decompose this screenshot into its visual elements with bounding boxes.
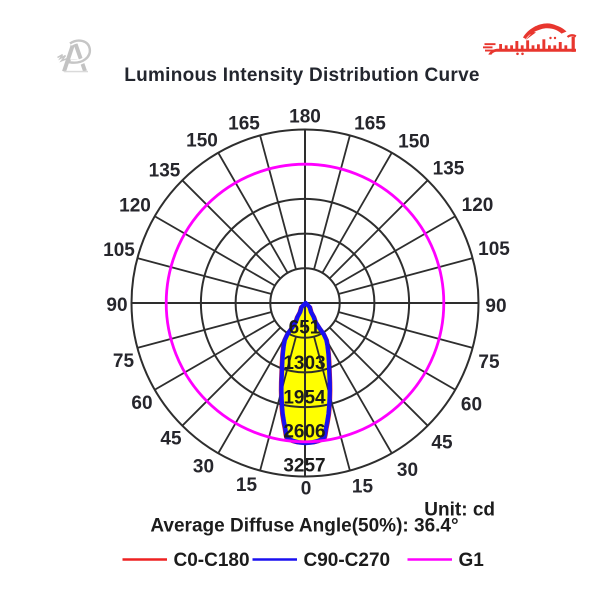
svg-text:90: 90 — [106, 295, 127, 316]
svg-text:105: 105 — [103, 240, 135, 261]
svg-text:3257: 3257 — [283, 456, 325, 477]
svg-text:165: 165 — [228, 114, 260, 135]
svg-text:60: 60 — [131, 393, 152, 414]
svg-text:0: 0 — [301, 479, 312, 500]
svg-text:30: 30 — [397, 460, 418, 481]
svg-text:90: 90 — [485, 296, 506, 317]
svg-text:1954: 1954 — [283, 388, 326, 409]
svg-text:60: 60 — [461, 395, 482, 416]
svg-text:Luminous Intensity Distributio: Luminous Intensity Distribution Curve — [124, 65, 480, 86]
svg-text:45: 45 — [160, 429, 182, 450]
svg-text:15: 15 — [352, 477, 374, 498]
svg-text:135: 135 — [433, 159, 465, 180]
svg-text:45: 45 — [431, 433, 453, 454]
svg-text:180: 180 — [289, 107, 321, 128]
svg-text:2606: 2606 — [283, 422, 325, 443]
svg-text:120: 120 — [462, 195, 494, 216]
svg-text:75: 75 — [478, 352, 500, 373]
svg-text:C0-C180: C0-C180 — [174, 550, 250, 571]
svg-text:Unit: cd: Unit: cd — [424, 500, 495, 521]
svg-text:135: 135 — [149, 161, 181, 182]
svg-text:150: 150 — [398, 132, 430, 153]
svg-text:150: 150 — [186, 131, 218, 152]
svg-text:Average Diffuse Angle(50%): 36: Average Diffuse Angle(50%): 36.4° — [150, 516, 458, 537]
svg-text:G1: G1 — [459, 550, 485, 571]
svg-text:165: 165 — [354, 114, 386, 135]
svg-text:C90-C270: C90-C270 — [304, 550, 391, 571]
svg-text:651: 651 — [289, 318, 321, 339]
svg-text:1303: 1303 — [283, 353, 325, 374]
svg-text:30: 30 — [193, 457, 214, 478]
svg-text:120: 120 — [119, 196, 151, 217]
svg-text:75: 75 — [113, 351, 135, 372]
svg-text:105: 105 — [478, 239, 510, 260]
svg-text:15: 15 — [236, 475, 258, 496]
